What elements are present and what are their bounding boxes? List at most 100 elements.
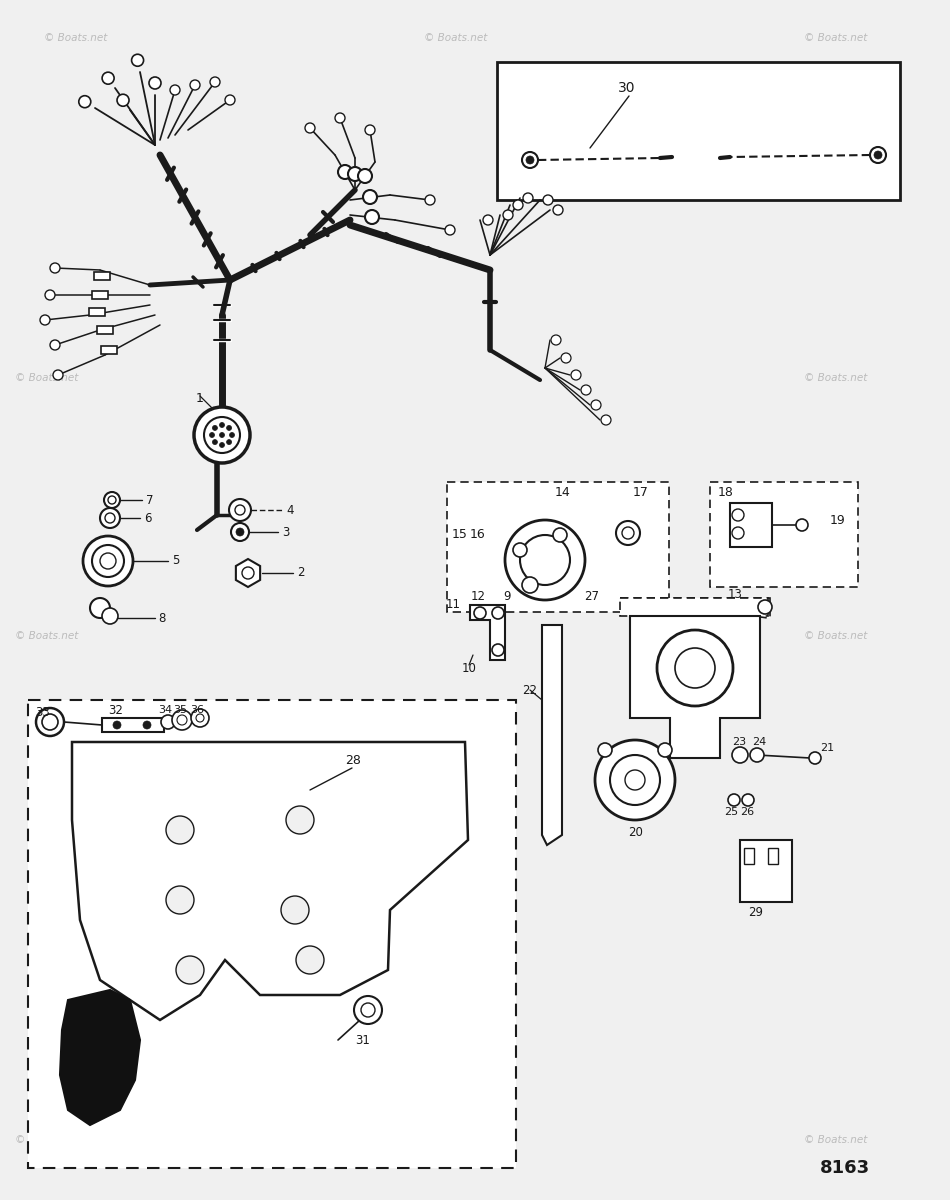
Circle shape [728, 794, 740, 806]
Circle shape [732, 746, 748, 763]
Circle shape [177, 715, 187, 725]
Circle shape [732, 527, 744, 539]
Circle shape [286, 806, 314, 834]
Text: 16: 16 [470, 528, 485, 541]
Circle shape [553, 528, 567, 542]
Text: 20: 20 [628, 826, 643, 839]
Text: 18: 18 [718, 486, 733, 498]
Circle shape [100, 508, 120, 528]
Circle shape [742, 794, 754, 806]
Text: 11: 11 [446, 599, 461, 612]
Circle shape [483, 215, 493, 226]
Circle shape [870, 146, 886, 163]
Text: 13: 13 [728, 588, 743, 600]
Text: 31: 31 [355, 1033, 370, 1046]
Circle shape [296, 946, 324, 974]
Text: 33: 33 [35, 706, 49, 719]
Circle shape [235, 505, 245, 515]
Circle shape [50, 263, 60, 272]
Bar [92, 290, 108, 299]
Circle shape [348, 167, 362, 181]
Circle shape [874, 151, 882, 158]
Circle shape [358, 169, 372, 182]
Circle shape [213, 439, 218, 444]
Text: 36: 36 [190, 704, 204, 715]
Text: 7: 7 [146, 493, 154, 506]
Text: © Boats.net: © Boats.net [805, 1135, 867, 1145]
Circle shape [625, 770, 645, 790]
Polygon shape [236, 559, 260, 587]
Circle shape [522, 577, 538, 593]
Text: 14: 14 [555, 486, 571, 498]
Text: 26: 26 [740, 806, 754, 817]
Circle shape [616, 521, 640, 545]
Circle shape [166, 816, 194, 844]
Text: 15: 15 [452, 528, 467, 541]
Circle shape [543, 194, 553, 205]
Circle shape [229, 499, 251, 521]
Circle shape [236, 528, 244, 536]
Circle shape [42, 714, 58, 730]
Circle shape [361, 1003, 375, 1018]
Text: 10: 10 [462, 661, 477, 674]
Circle shape [90, 598, 110, 618]
Circle shape [161, 715, 175, 728]
Circle shape [172, 710, 192, 730]
Circle shape [365, 210, 379, 224]
Text: 32: 32 [108, 703, 123, 716]
Circle shape [571, 370, 581, 380]
Text: 8: 8 [158, 612, 165, 624]
Circle shape [520, 535, 570, 584]
Circle shape [809, 752, 821, 764]
Circle shape [622, 527, 634, 539]
Text: 9: 9 [503, 590, 510, 604]
Polygon shape [60, 990, 140, 1126]
Text: 34: 34 [158, 704, 172, 715]
Circle shape [354, 996, 382, 1024]
Circle shape [50, 340, 60, 350]
Circle shape [92, 545, 124, 577]
Circle shape [750, 748, 764, 762]
Circle shape [732, 509, 744, 521]
Circle shape [363, 190, 377, 204]
Circle shape [492, 644, 504, 656]
Bar [28, 700, 516, 1168]
Bar [740, 840, 792, 902]
Circle shape [230, 432, 235, 438]
Circle shape [338, 164, 352, 179]
Text: 4: 4 [286, 504, 294, 516]
Text: © Boats.net: © Boats.net [413, 1135, 477, 1145]
Circle shape [335, 113, 345, 122]
Circle shape [170, 85, 180, 95]
Circle shape [658, 743, 672, 757]
Circle shape [190, 80, 200, 90]
Circle shape [219, 422, 224, 427]
Circle shape [102, 72, 114, 84]
Circle shape [36, 708, 64, 736]
Circle shape [113, 721, 121, 728]
Circle shape [219, 432, 224, 438]
Circle shape [176, 956, 204, 984]
Circle shape [226, 426, 232, 431]
Circle shape [79, 96, 91, 108]
Text: 6: 6 [144, 511, 151, 524]
Circle shape [213, 426, 218, 431]
Circle shape [492, 607, 504, 619]
Text: 12: 12 [471, 590, 486, 604]
Circle shape [225, 95, 235, 104]
Text: © Boats.net: © Boats.net [425, 32, 487, 43]
Circle shape [104, 492, 120, 508]
Text: 30: 30 [618, 80, 636, 95]
Text: © Boats.net: © Boats.net [15, 631, 79, 641]
Text: 5: 5 [172, 554, 180, 568]
Text: 17: 17 [633, 486, 649, 498]
Bar [710, 482, 858, 587]
Bar [620, 598, 768, 616]
Circle shape [149, 77, 161, 89]
Circle shape [204, 416, 240, 452]
Circle shape [553, 205, 563, 215]
Bar [101, 346, 117, 354]
Circle shape [143, 721, 151, 728]
Text: 8163: 8163 [820, 1159, 870, 1177]
Bar [102, 718, 164, 732]
